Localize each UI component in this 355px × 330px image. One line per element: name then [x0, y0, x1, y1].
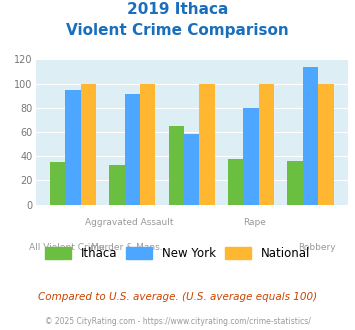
Bar [169, 126, 184, 205]
Bar [65, 90, 81, 205]
Legend: Ithaca, New York, National: Ithaca, New York, National [40, 242, 315, 265]
Bar [287, 161, 303, 205]
Bar [318, 83, 334, 205]
Bar [50, 162, 65, 205]
Text: © 2025 CityRating.com - https://www.cityrating.com/crime-statistics/: © 2025 CityRating.com - https://www.city… [45, 317, 310, 326]
Bar [200, 83, 215, 205]
Text: Violent Crime Comparison: Violent Crime Comparison [66, 23, 289, 38]
Bar [184, 134, 200, 205]
Text: Murder & Mans...: Murder & Mans... [91, 243, 168, 251]
Bar [259, 83, 274, 205]
Bar [228, 159, 244, 205]
Text: Compared to U.S. average. (U.S. average equals 100): Compared to U.S. average. (U.S. average … [38, 292, 317, 302]
Bar [109, 165, 125, 205]
Bar [244, 108, 259, 205]
Text: All Violent Crime: All Violent Crime [29, 243, 105, 251]
Text: Rape: Rape [243, 218, 266, 227]
Bar [81, 83, 96, 205]
Text: Robbery: Robbery [298, 243, 335, 251]
Text: 2019 Ithaca: 2019 Ithaca [127, 2, 228, 16]
Bar [125, 94, 140, 205]
Bar [140, 83, 155, 205]
Bar [303, 67, 318, 205]
Text: Aggravated Assault: Aggravated Assault [85, 218, 174, 227]
